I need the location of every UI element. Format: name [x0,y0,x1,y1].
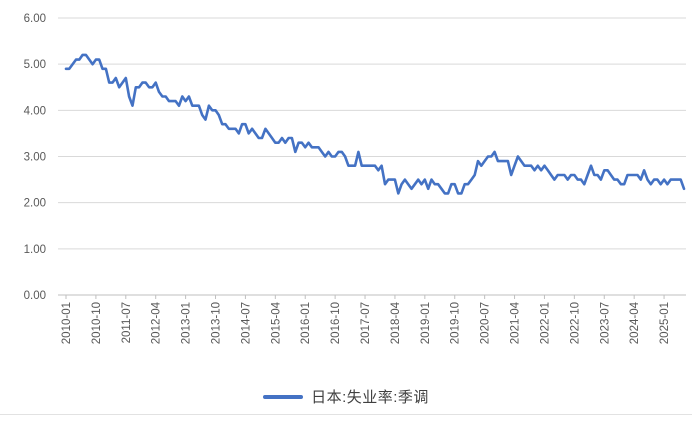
x-tick-label: 2011-07 [121,302,133,343]
x-tick-label: 2010-10 [91,302,103,344]
series-line [64,53,686,195]
y-tick-label: 5.00 [24,59,46,71]
bottom-divider [0,414,692,415]
x-tick-label: 2014-07 [240,302,252,344]
x-tick-label: 2019-10 [450,302,462,344]
x-tick-label: 2022-01 [539,302,551,344]
y-tick-label: 2.00 [24,198,46,210]
x-tick-label: 2016-01 [300,302,312,344]
y-tick-label: 0.00 [24,290,46,302]
y-tick-label: 4.00 [24,105,46,117]
x-tick-label: 2013-10 [211,302,223,344]
x-tick-label: 2010-01 [61,302,73,344]
y-tick-label: 6.00 [24,13,46,25]
x-tick-label: 2015-04 [270,301,282,344]
chart-legend: 日本:失业率:季调 [0,386,692,407]
x-tick-label: 2018-04 [390,301,402,344]
legend-series-label: 日本:失业率:季调 [311,389,429,406]
y-tick-label: 1.00 [24,244,46,256]
x-tick-label: 2020-07 [480,302,492,344]
x-tick-label: 2025-01 [659,302,671,344]
x-tick-label: 2019-01 [420,302,432,344]
y-tick-label: 3.00 [24,152,46,164]
x-tick-label: 2017-07 [360,302,372,344]
x-tick-label: 2013-01 [181,302,193,344]
legend-line-swatch [263,394,304,399]
x-tick-label: 2022-10 [569,302,581,344]
x-tick-label: 2012-04 [151,301,163,344]
x-tick-label: 2023-07 [599,302,611,344]
x-tick-label: 2021-04 [510,301,522,344]
x-tick-label: 2016-10 [330,302,342,344]
x-tick-label: 2024-04 [629,301,641,344]
line-chart-plot-area: 0.00 1.00 2.00 3.00 4.00 5.00 6.00 2010-01 2010-… [24,13,686,344]
